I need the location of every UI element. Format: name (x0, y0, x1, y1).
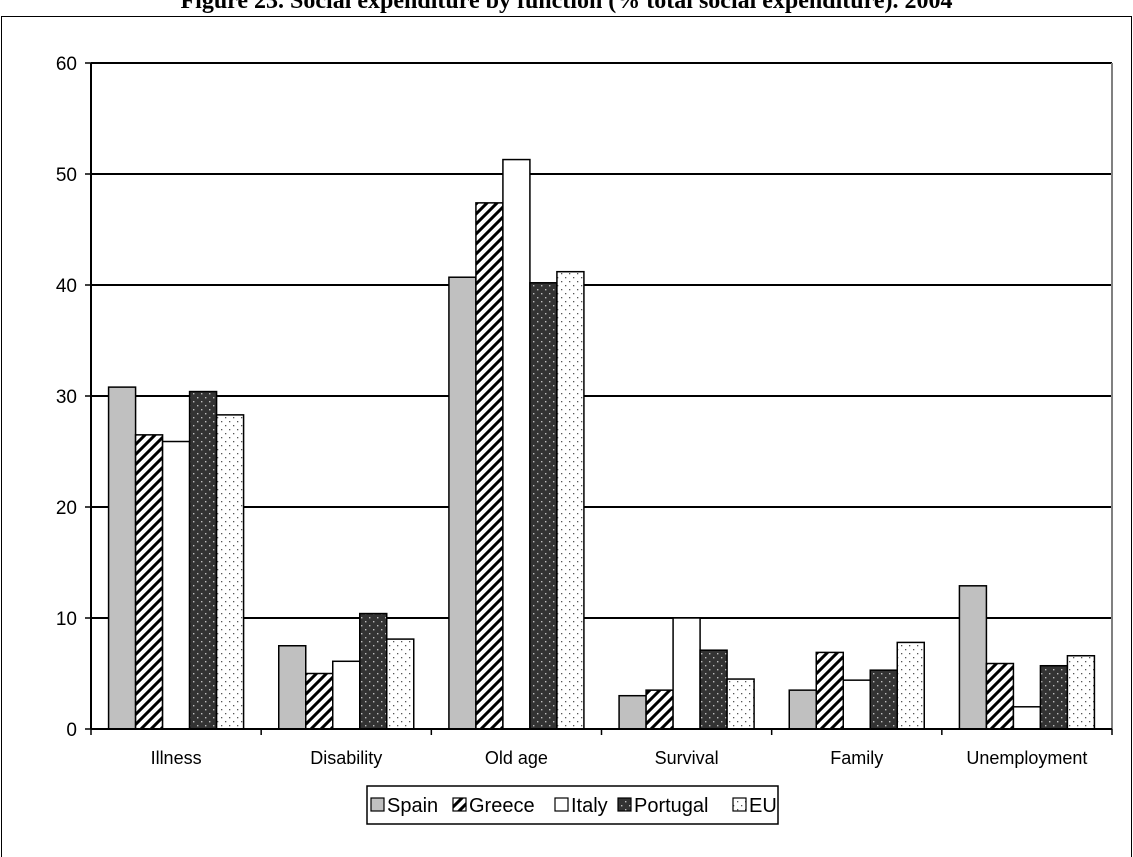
bar-spain-family (788, 689, 817, 730)
bar-portugal-family (869, 669, 898, 730)
bar-spain-survival (618, 694, 647, 730)
bar-spain-unemployment (958, 585, 988, 730)
y-tick-label: 50 (56, 165, 77, 186)
bar-greece-unemployment (985, 662, 1015, 730)
bar-spain-disability (278, 645, 307, 730)
bar-portugal-old-age (529, 282, 558, 730)
bar-greece-survival (645, 689, 674, 730)
bar-portugal-disability (359, 612, 388, 730)
chart-title: Figure 23. Social expenditure by functio… (180, 0, 953, 14)
bar-eu-disability (386, 638, 415, 730)
axes (85, 62, 1113, 735)
bar-italy-unemployment (1012, 706, 1042, 730)
bar-italy-disability (332, 660, 361, 730)
bar-eu-unemployment (1066, 654, 1096, 730)
y-tick-label: 60 (56, 54, 77, 75)
bar-portugal-illness (188, 390, 218, 730)
bar-spain-old-age (448, 276, 477, 730)
x-category-label: Family (830, 748, 883, 768)
x-category-label: Old age (485, 748, 548, 768)
bar-eu-survival (726, 678, 755, 730)
bar-greece-old-age (475, 202, 504, 730)
y-tick-label: 20 (56, 498, 77, 519)
axis-labels: 0 10 20 30 40 50 60 Illness Disability Old age Sur… (56, 54, 1088, 768)
legend-label: Greece (469, 795, 535, 817)
bar-eu-family (896, 641, 925, 730)
legend-label: Portugal (634, 795, 709, 817)
legend-swatch (370, 797, 385, 812)
legend-swatch (452, 797, 467, 812)
bar-greece-family (815, 651, 844, 730)
legend-label: EU (749, 795, 777, 817)
bar-greece-disability (305, 672, 334, 730)
legend-label: Spain (387, 795, 438, 817)
legend-box (366, 785, 779, 825)
x-category-label: Illness (151, 748, 202, 768)
bar-greece-illness (134, 434, 164, 730)
y-tick-label: 0 (66, 720, 77, 741)
bar-portugal-unemployment (1039, 664, 1069, 730)
y-tick-label: 10 (56, 609, 77, 630)
y-tick-label: 30 (56, 387, 77, 408)
chart-frame (1, 16, 1132, 857)
legend: Spain Greece Italy Portugal EU (366, 785, 779, 825)
bar-portugal-survival (699, 649, 728, 730)
bar-spain-illness (107, 386, 137, 730)
legend-swatch (554, 797, 569, 812)
bar-italy-old-age (502, 158, 531, 730)
bars (107, 158, 1096, 730)
bar-eu-old-age (556, 270, 585, 730)
x-category-label: Unemployment (966, 748, 1087, 768)
legend-swatch (617, 797, 632, 812)
legend-swatch (732, 797, 747, 812)
bar-italy-illness (161, 440, 191, 730)
gridlines (91, 62, 1112, 619)
legend-label: Italy (571, 795, 608, 817)
bar-eu-illness (215, 414, 245, 730)
y-tick-label: 40 (56, 276, 77, 297)
x-category-label: Survival (655, 748, 719, 768)
bar-italy-survival (672, 617, 701, 730)
x-category-label: Disability (310, 748, 382, 768)
bar-italy-family (842, 679, 871, 730)
